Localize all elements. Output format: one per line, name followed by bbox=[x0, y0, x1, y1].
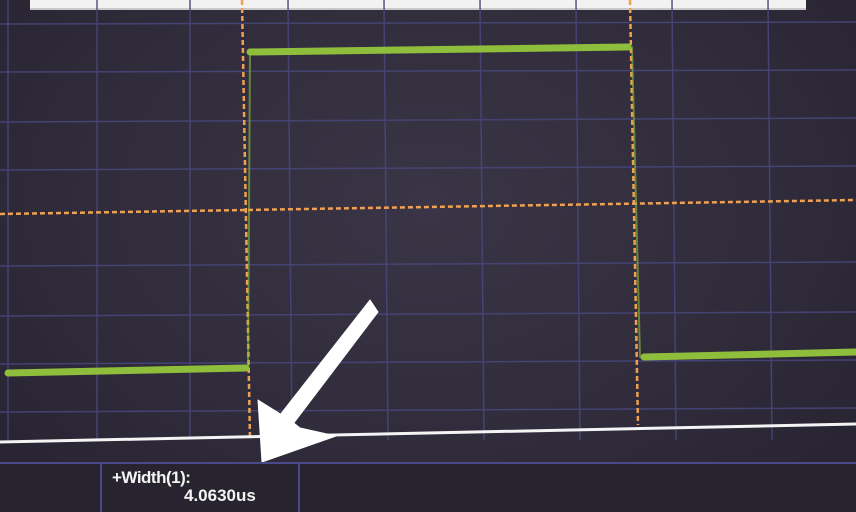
trace-falling-edge bbox=[631, 46, 641, 358]
measurement-bar: +Width(1): 4.0630us bbox=[0, 462, 856, 512]
trace-low-2 bbox=[640, 348, 856, 361]
grid-line-h bbox=[0, 117, 856, 123]
cursor-lines bbox=[0, 0, 856, 441]
grid-lines bbox=[0, 0, 856, 441]
top-status-bar bbox=[30, 0, 806, 10]
grid-line-h bbox=[0, 311, 856, 317]
cursor-vertical-2 bbox=[628, 0, 640, 426]
grid-line-h bbox=[0, 69, 856, 73]
grid-line-h bbox=[0, 21, 856, 25]
grid-line-v bbox=[671, 0, 677, 441]
screen-divider bbox=[0, 422, 856, 444]
measurement-value: 4.0630us bbox=[184, 486, 256, 505]
measurement-label: +Width(1): bbox=[112, 468, 191, 487]
arrow-head bbox=[257, 399, 337, 462]
grid-line-h bbox=[0, 261, 856, 267]
grid-line-v bbox=[767, 0, 773, 441]
signal-trace bbox=[4, 43, 856, 377]
grid-line-h bbox=[0, 359, 856, 365]
trace-high bbox=[246, 43, 632, 56]
grid-line-v bbox=[479, 0, 485, 441]
cursor-horizontal bbox=[0, 198, 856, 216]
grid-line-v bbox=[287, 0, 293, 441]
cursor-vertical-1 bbox=[240, 0, 252, 441]
waveform-display bbox=[0, 0, 856, 462]
trace-low-1 bbox=[4, 364, 250, 377]
trace-rising-edge bbox=[247, 51, 251, 369]
grid-line-h bbox=[0, 165, 856, 171]
grid-line-v bbox=[383, 0, 389, 441]
measurement-cell[interactable]: +Width(1): 4.0630us bbox=[100, 464, 300, 512]
annotation-arrow bbox=[257, 299, 379, 462]
grid-line-h bbox=[0, 407, 856, 413]
grid-line-v bbox=[575, 0, 581, 441]
